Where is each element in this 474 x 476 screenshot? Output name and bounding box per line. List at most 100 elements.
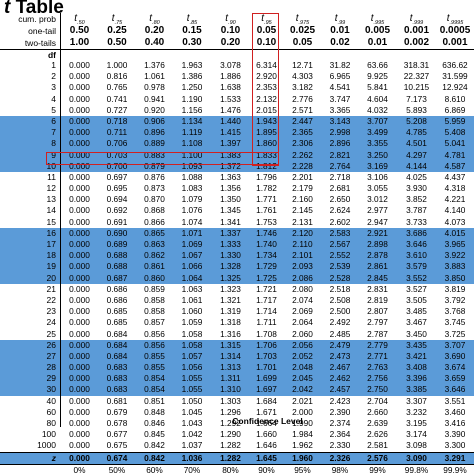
- table-row: 6 0.000 0.718 0.906 1.134 1.440 1.943 2.447 3.14…: [0, 115, 474, 128]
- value-cell: 3.733: [406, 216, 427, 227]
- value-cell: 1.895: [256, 127, 277, 138]
- value-cell: 0.000: [69, 115, 90, 126]
- value-cell: 12.71: [292, 60, 313, 70]
- df-cell: 18: [46, 250, 56, 261]
- value-cell: 1.330: [220, 250, 241, 261]
- value-cell: 2.831: [367, 283, 388, 294]
- value-cell: 1.963: [181, 60, 203, 70]
- cum-prob-cell: t.999: [409, 13, 424, 25]
- df-cell: 30: [46, 384, 56, 395]
- table-row: 40 0.000 0.681 0.851 1.050 1.303 1.684 2.021 2.4…: [0, 396, 474, 407]
- value-cell: 2.898: [367, 239, 388, 249]
- value-cell: 2.845: [367, 272, 388, 283]
- value-cell: 2.552: [329, 250, 351, 261]
- df-cell: 22: [46, 294, 56, 305]
- value-cell: 0.683: [106, 384, 128, 395]
- value-cell: 1.729: [256, 261, 277, 272]
- value-cell: 2.764: [329, 160, 351, 171]
- value-cell: 3.195: [406, 418, 427, 428]
- value-cell: 0.866: [144, 216, 165, 227]
- value-cell: 0.727: [106, 104, 128, 115]
- value-cell: 3.747: [329, 93, 351, 104]
- table-row: 25 0.000 0.684 0.856 1.058 1.316 1.708 2.060 2.4…: [0, 329, 474, 340]
- value-cell: 0.000: [69, 384, 90, 395]
- value-cell: 1.761: [256, 205, 277, 216]
- df-cell: 2: [51, 71, 56, 82]
- table-row: 26 0.000 0.684 0.856 1.058 1.315 1.706 2.056 2.4…: [0, 339, 474, 351]
- df-cell: 10: [46, 160, 56, 171]
- value-cell: 3.291: [444, 452, 466, 463]
- value-cell: 1.323: [220, 283, 241, 294]
- value-cell: 0.678: [106, 418, 128, 428]
- table-row: 16 0.000 0.690 0.865 1.071 1.337 1.746 2.120 2.5…: [0, 227, 474, 239]
- value-cell: 2.060: [292, 328, 313, 339]
- value-cell: 2.977: [367, 205, 388, 216]
- value-cell: 2.093: [292, 261, 313, 272]
- value-cell: 0.691: [106, 216, 128, 227]
- value-cell: 1.061: [181, 294, 203, 305]
- table-row: 18 0.000 0.688 0.862 1.067 1.330 1.734 2.101 2.5…: [0, 250, 474, 262]
- value-cell: 2.120: [292, 227, 313, 238]
- two-tails-cell: 1.00: [69, 37, 90, 48]
- value-cell: 1.356: [220, 183, 241, 194]
- value-cell: 1.311: [220, 373, 241, 384]
- value-cell: 0.858: [144, 306, 165, 317]
- value-cell: 1.055: [181, 373, 203, 384]
- value-cell: 9.925: [367, 71, 388, 82]
- table-row: 30 0.000 0.683 0.854 1.055 1.310 1.697 2.042 2.4…: [0, 384, 474, 396]
- value-cell: 0.000: [69, 362, 90, 373]
- table-row: 29 0.000 0.683 0.854 1.055 1.311 1.699 2.045 2.4…: [0, 373, 474, 385]
- value-cell: 0.876: [144, 171, 165, 182]
- value-cell: 1.050: [181, 395, 203, 406]
- value-cell: 0.000: [69, 373, 90, 384]
- value-cell: 0.920: [144, 104, 165, 115]
- value-cell: 1.740: [256, 239, 277, 249]
- value-cell: 4.032: [367, 104, 388, 115]
- one-tail-cell: 0.25: [107, 25, 127, 36]
- table-row: 27 0.000 0.684 0.855 1.057 1.314 1.703 2.052 2.4…: [0, 350, 474, 363]
- value-cell: 0.700: [106, 160, 128, 171]
- value-cell: 3.787: [406, 205, 427, 216]
- value-cell: 4.587: [444, 160, 466, 171]
- value-cell: 12.924: [442, 82, 468, 93]
- value-cell: 1.376: [144, 60, 165, 70]
- value-cell: 1.671: [256, 406, 277, 417]
- value-cell: 0.697: [106, 171, 128, 182]
- value-cell: 1.337: [220, 227, 241, 238]
- confidence-cell: 60%: [146, 464, 163, 475]
- cum-prob-cell: t.80: [149, 13, 160, 25]
- value-cell: 0.000: [69, 149, 90, 160]
- two-tails-cell: 0.10: [256, 37, 277, 48]
- cum-prob-value: .95: [264, 20, 272, 25]
- df-cell: 1000: [37, 440, 56, 451]
- value-cell: 2.015: [256, 104, 277, 115]
- value-cell: 2.447: [292, 115, 313, 126]
- table-row: 80 0.000 0.678 0.846 1.043 1.292 1.664 1.990 2.3…: [0, 418, 474, 429]
- cum-prob-cell: t.95: [261, 13, 272, 25]
- value-cell: 1.333: [220, 239, 241, 249]
- value-cell: 1.056: [181, 362, 203, 373]
- value-cell: 2.500: [329, 306, 351, 317]
- value-cell: 3.674: [444, 362, 466, 373]
- value-cell: 0.845: [144, 429, 165, 440]
- value-cell: 3.552: [406, 272, 427, 283]
- table-row: z 0.000 0.674 0.842 1.036 1.282 1.645 1.960 2.32…: [0, 451, 474, 464]
- value-cell: 2.201: [292, 171, 313, 182]
- confidence-cell: 90%: [258, 464, 275, 475]
- value-cell: 1.345: [220, 205, 241, 216]
- value-cell: 1.315: [220, 339, 241, 350]
- value-cell: 636.62: [442, 60, 468, 70]
- cum-prob-value: .9995: [449, 20, 464, 25]
- value-cell: 3.385: [406, 384, 427, 395]
- value-cell: 2.457: [329, 384, 351, 395]
- value-cell: 1.706: [256, 339, 277, 350]
- value-cell: 3.307: [406, 395, 427, 406]
- value-cell: 2.787: [367, 328, 388, 339]
- cum-prob-label: cum. prob: [18, 14, 56, 24]
- value-cell: 3.450: [406, 328, 427, 339]
- value-cell: 31.599: [442, 71, 468, 82]
- value-cell: 1.708: [256, 328, 277, 339]
- df-cell: 25: [46, 328, 56, 339]
- table-row: 1 0.000 1.000 1.376 1.963 3.078 6.314 12.71 31.8…: [0, 60, 474, 71]
- df-cell: 100: [41, 429, 56, 440]
